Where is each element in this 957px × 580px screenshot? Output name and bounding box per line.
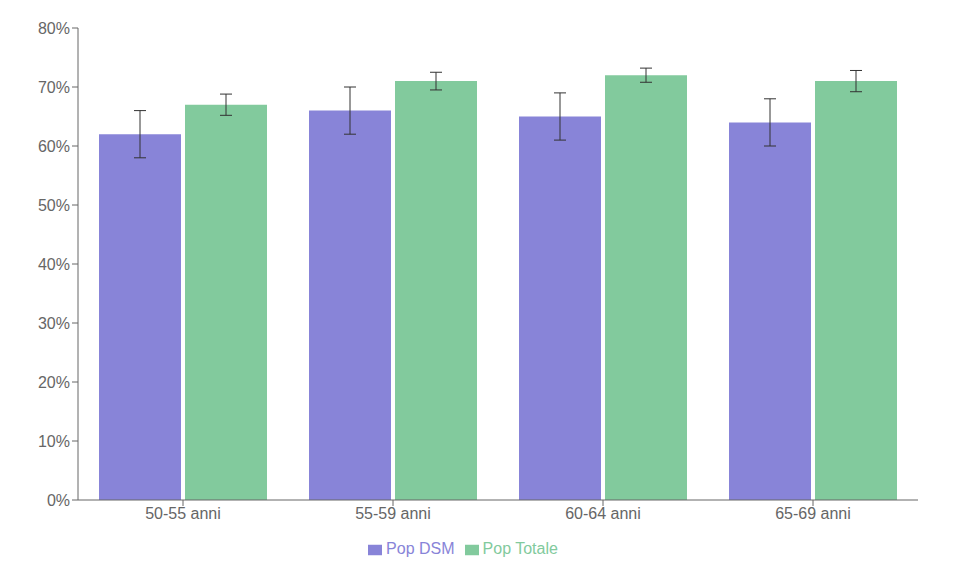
svg-text:0%: 0% <box>47 492 70 509</box>
svg-text:20%: 20% <box>38 374 70 391</box>
svg-text:65-69 anni: 65-69 anni <box>775 505 851 522</box>
svg-text:55-59 anni: 55-59 anni <box>355 505 431 522</box>
html-text:Pop DSM: Pop DSM <box>386 540 455 557</box>
svg-text:50%: 50% <box>38 197 70 214</box>
html-text:Pop Totale: Pop Totale <box>482 540 558 557</box>
svg-text:60-64 anni: 60-64 anni <box>565 505 641 522</box>
svg-text:60%: 60% <box>38 138 70 155</box>
svg-text:80%: 80% <box>38 20 70 37</box>
svg-text:40%: 40% <box>38 256 70 273</box>
svg-text:50-55 anni: 50-55 anni <box>145 505 221 522</box>
svg-text:10%: 10% <box>38 433 70 450</box>
svg-text:30%: 30% <box>38 315 70 332</box>
svg-text:70%: 70% <box>38 79 70 96</box>
